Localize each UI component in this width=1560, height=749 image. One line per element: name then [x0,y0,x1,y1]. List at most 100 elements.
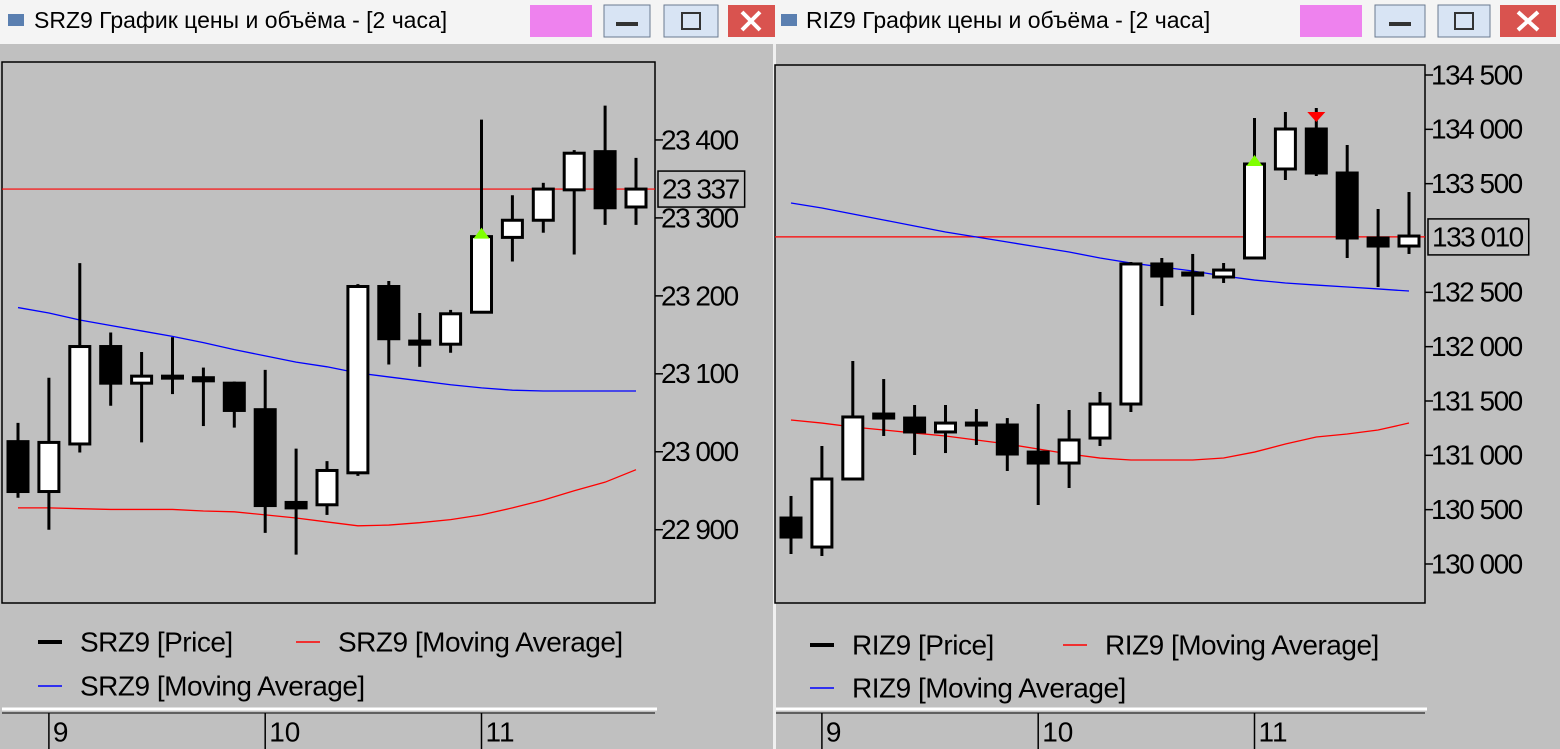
moving-average-line [18,469,637,527]
candle-body [810,477,834,549]
candle-body [1181,271,1205,277]
candle-body [531,187,555,222]
y-tick-label: 130 500 [1431,494,1523,525]
candle-body [624,187,648,209]
legend-label: SRZ9 [Moving Average] [338,626,623,657]
legend-label: SRZ9 [Moving Average] [80,670,365,701]
candle-body [130,374,154,385]
plot [2,105,655,555]
maximize-icon [681,12,701,30]
candle-body [470,235,493,314]
candle-body [1273,127,1297,171]
candle-body [346,285,370,475]
candle-body [1057,438,1081,465]
candle-body [841,415,865,481]
candle-body [315,468,339,507]
candle-body [1026,450,1050,465]
y-tick-label: 131 000 [1431,440,1523,471]
candle-body [1150,262,1174,278]
candle-body [253,408,277,508]
close-icon [740,10,762,32]
date-label: 10 [1042,716,1073,747]
y-tick-label: 132 000 [1431,331,1523,362]
title-bar-bg [775,0,1560,44]
maximize-button[interactable] [663,4,719,38]
y-tick-label: 134 500 [1431,59,1523,90]
candle-body [562,151,586,192]
y-tick-label: 22 900 [661,514,739,545]
candle-body [1119,262,1143,406]
title-bar: SRZ9 График цены и объёма - [2 часа] [0,0,775,44]
legend-label: RIZ9 [Moving Average] [1105,629,1379,660]
y-tick-label: 132 500 [1431,277,1523,308]
candle-body [903,416,927,434]
candle-body [593,150,617,210]
date-label: 9 [53,716,69,747]
y-tick-label: 133 500 [1431,168,1523,199]
maximize-icon [1454,12,1474,30]
candle-body [99,345,123,385]
legend-label: RIZ9 [Price] [852,629,994,660]
candle-body [1366,236,1390,248]
last-price-box [657,170,746,208]
window-title: RIZ9 График цены и объёма - [2 часа] [806,7,1210,33]
moving-average-line [790,419,1410,461]
candle-body [6,440,30,494]
candle-body [1304,127,1328,175]
buy-signal [1246,154,1263,166]
link-button[interactable] [1300,5,1362,37]
legend-label: SRZ9 [Price] [80,626,233,657]
y-tick-label: 131 500 [1431,385,1523,416]
candle-body [995,423,1019,456]
candle-body [1335,171,1359,240]
minimize-icon [616,22,638,26]
candle-body [191,376,215,383]
link-button[interactable] [530,5,592,37]
candle-body [439,312,463,346]
candle-body [500,218,524,239]
candle-body [377,285,401,341]
candle-body [222,381,246,412]
minimize-button[interactable] [603,4,651,38]
candle-body [964,421,988,427]
candle-body [37,440,61,494]
candle-body [779,516,803,539]
candle-body [1243,162,1266,260]
candle-body [68,345,92,446]
sell-signal [1307,112,1326,123]
y-tick-label: 23 000 [661,436,739,467]
buy-signal [473,227,490,239]
date-label: 10 [269,716,300,747]
y-tick-label: 134 000 [1431,114,1523,145]
plot [775,108,1425,557]
minimize-button[interactable] [1374,4,1426,38]
title-bar: RIZ9 График цены и объёма - [2 часа] [775,0,1560,44]
candle-body [161,374,184,380]
candle-body [872,412,896,420]
moving-average-line [17,306,636,392]
candle-body [408,339,432,346]
candle-body [1212,268,1236,279]
y-tick-label: 23 400 [661,124,739,155]
date-label: 11 [486,716,515,747]
window-title: SRZ9 График цены и объёма - [2 часа] [34,7,447,33]
last-price-label: 23 337 [662,173,740,204]
last-price-box [1427,218,1530,256]
moving-average-line [790,202,1410,292]
candle-body [1088,402,1112,440]
chart: 130 000 130 500 131 000 131 500 132 000 132 5… [774,59,1530,749]
last-price-label: 133 010 [1432,221,1524,252]
candle-body [934,421,957,434]
y-tick-label: 23 200 [661,280,739,311]
window-icon [8,14,24,26]
minimize-icon [1389,22,1411,26]
y-tick-label: 130 000 [1431,548,1523,579]
close-icon [1516,10,1540,32]
candle-body [284,500,308,510]
y-tick-label: 23 100 [661,358,739,389]
candle-body [1397,234,1421,248]
window-icon [781,14,797,26]
maximize-button[interactable] [1437,4,1491,38]
